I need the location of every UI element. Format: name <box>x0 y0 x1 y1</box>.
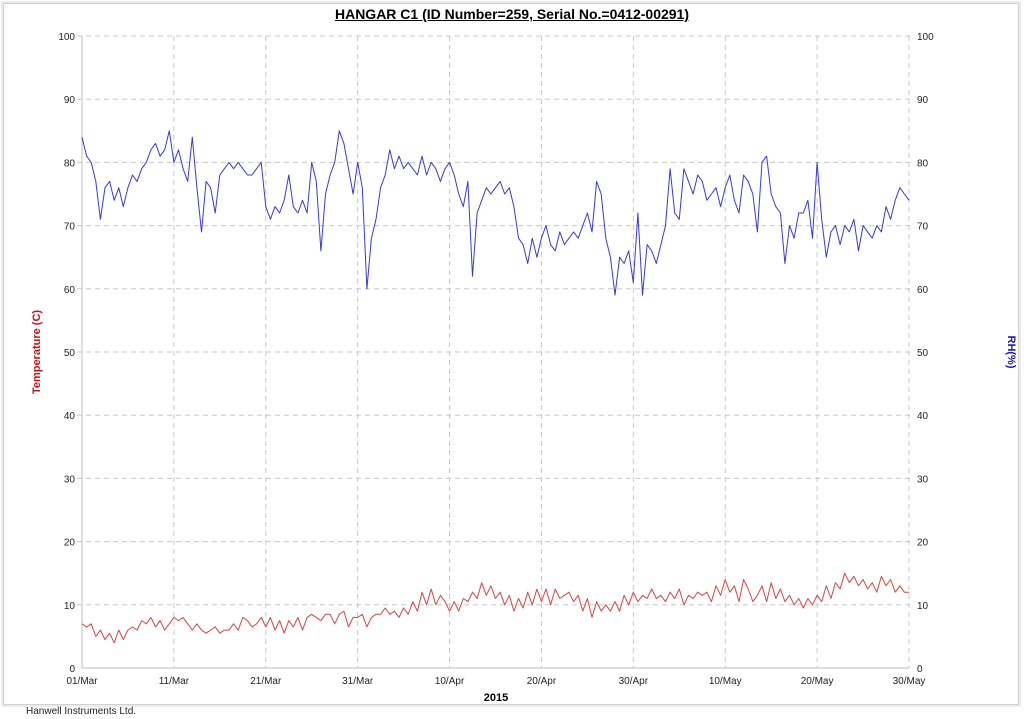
footer-credit: Hanwell Instruments Ltd. <box>26 706 137 717</box>
y-tick-right: 50 <box>917 348 929 359</box>
y-tick-right: 60 <box>917 285 929 296</box>
y-tick-right: 100 <box>917 32 934 43</box>
x-tick-label: 20/May <box>801 676 834 687</box>
chart-frame <box>3 3 1019 705</box>
x-axis-label: 2015 <box>484 692 508 704</box>
y-tick-right: 80 <box>917 158 929 169</box>
x-tick-label: 01/Mar <box>66 676 98 687</box>
y-tick-right: 30 <box>917 474 929 485</box>
x-tick-label: 10/Apr <box>435 676 465 687</box>
x-tick-label: 30/May <box>893 676 926 687</box>
y-tick-left: 70 <box>64 222 76 233</box>
y-axis-label-left: Temperature (C) <box>31 310 43 394</box>
y-tick-left: 40 <box>64 411 76 422</box>
y-axis-label-right: RH(%) <box>1005 336 1017 369</box>
y-tick-right: 90 <box>917 95 929 106</box>
y-tick-left: 30 <box>64 474 76 485</box>
y-tick-left: 80 <box>64 158 76 169</box>
y-tick-right: 0 <box>917 664 923 675</box>
y-tick-right: 10 <box>917 601 929 612</box>
y-tick-right: 20 <box>917 538 929 549</box>
y-tick-left: 100 <box>58 32 75 43</box>
x-tick-label: 30/Apr <box>619 676 649 687</box>
temperature-series-line <box>81 572 909 644</box>
x-tick-label: 20/Apr <box>527 676 557 687</box>
y-tick-left: 0 <box>69 664 75 675</box>
rh-series-line <box>81 130 910 296</box>
y-tick-right: 40 <box>917 411 929 422</box>
y-tick-left: 50 <box>64 348 76 359</box>
y-tick-right: 70 <box>917 222 929 233</box>
x-tick-label: 10/May <box>709 676 742 687</box>
x-tick-label: 21/Mar <box>250 676 282 687</box>
chart-title: HANGAR C1 (ID Number=259, Serial No.=041… <box>334 6 690 22</box>
x-tick-label: 11/Mar <box>159 676 190 687</box>
y-tick-left: 90 <box>64 95 76 106</box>
y-tick-left: 10 <box>64 601 76 612</box>
x-tick-label: 31/Mar <box>342 676 374 687</box>
y-tick-left: 20 <box>64 538 76 549</box>
y-tick-left: 60 <box>64 285 76 296</box>
